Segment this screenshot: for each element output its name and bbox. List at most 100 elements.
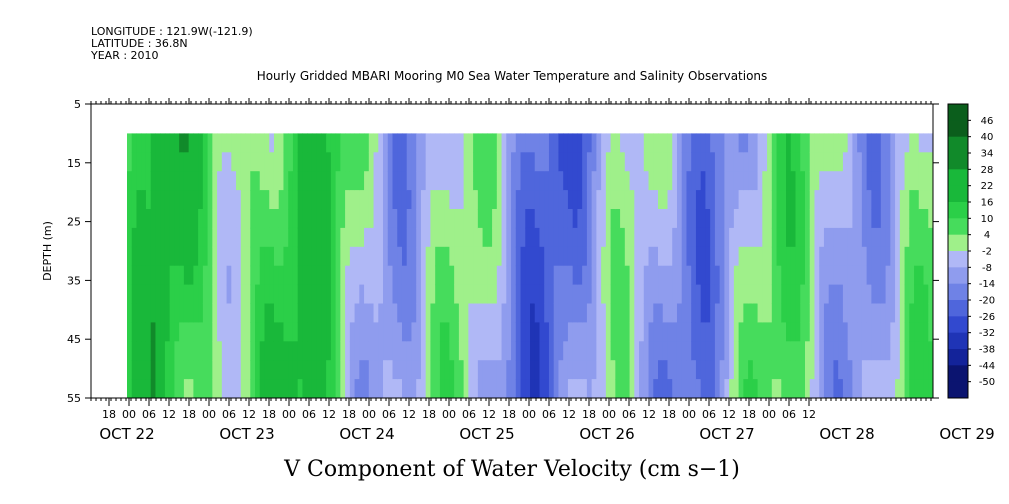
colorbar-label: -8 xyxy=(982,263,992,274)
heatmap-cell xyxy=(420,152,427,172)
heatmap-cell xyxy=(231,303,237,323)
heatmap-cell xyxy=(923,360,929,380)
heatmap-cell xyxy=(842,265,849,286)
heatmap-cell xyxy=(179,209,185,229)
heatmap-cell xyxy=(155,360,161,380)
heatmap-cell xyxy=(183,246,190,267)
heatmap-cell xyxy=(653,246,659,267)
heatmap-cell xyxy=(477,152,484,172)
heatmap-cell xyxy=(292,171,299,191)
heatmap-cell xyxy=(278,190,284,210)
longitude-label: LONGITUDE : 121.9W(-121.9) xyxy=(91,25,253,38)
heatmap-cell xyxy=(511,284,517,304)
heatmap-cell xyxy=(444,341,450,361)
heatmap-cell xyxy=(771,152,778,172)
heatmap-cell xyxy=(610,379,616,399)
heatmap-cell xyxy=(373,265,379,286)
heatmap-cell xyxy=(525,227,531,248)
heatmap-cell xyxy=(198,171,204,191)
heatmap-cell xyxy=(923,265,929,286)
heatmap-cell xyxy=(895,379,901,399)
heatmap-cell xyxy=(828,284,834,304)
heatmap-cell xyxy=(212,171,218,191)
heatmap-cell xyxy=(539,284,545,304)
heatmap-cell xyxy=(530,341,536,361)
heatmap-cell xyxy=(719,303,725,323)
heatmap-cell xyxy=(316,246,322,267)
heatmap-cell xyxy=(217,152,223,172)
heatmap-cell xyxy=(530,152,536,172)
heatmap-cell xyxy=(719,227,725,248)
heatmap-cell xyxy=(786,341,792,361)
heatmap-cell xyxy=(895,341,901,361)
heatmap-cell xyxy=(340,360,346,380)
heatmap-cell xyxy=(871,303,877,323)
heatmap-cell xyxy=(202,360,209,380)
heatmap-cell xyxy=(558,284,564,304)
heatmap-cell xyxy=(155,152,161,172)
heatmap-cell xyxy=(401,171,408,191)
heatmap-cell xyxy=(496,284,503,304)
heatmap-cell xyxy=(487,360,493,380)
heatmap-cell xyxy=(449,152,455,172)
heatmap-cell xyxy=(895,152,901,172)
heatmap-cell xyxy=(193,171,199,191)
colorbar-band xyxy=(948,136,968,154)
heatmap-cell xyxy=(136,209,142,229)
heatmap-cell xyxy=(838,303,844,323)
heatmap-cell xyxy=(335,227,341,248)
heatmap-cell xyxy=(871,190,877,210)
heatmap-cell xyxy=(236,152,242,172)
heatmap-cell xyxy=(316,379,322,399)
heatmap-cell xyxy=(705,246,711,267)
heatmap-cell xyxy=(876,341,882,361)
heatmap-cell xyxy=(548,341,555,361)
heatmap-cell xyxy=(278,303,284,323)
heatmap-cell xyxy=(809,341,815,361)
heatmap-cell xyxy=(525,171,531,191)
heatmap-cell xyxy=(416,246,422,267)
heatmap-cell xyxy=(653,303,659,323)
heatmap-cell xyxy=(141,190,147,210)
heatmap-cell xyxy=(653,152,659,172)
heatmap-cell xyxy=(857,284,863,304)
heatmap-cell xyxy=(193,341,199,361)
heatmap-cell xyxy=(207,322,213,342)
heatmap-cell xyxy=(340,209,346,229)
heatmap-cell xyxy=(231,209,237,229)
heatmap-cell xyxy=(226,322,232,342)
heatmap-cell xyxy=(743,303,749,323)
heatmap-cell xyxy=(468,360,474,380)
x-tick-label: 12 xyxy=(642,408,656,421)
heatmap-cell xyxy=(278,284,284,304)
heatmap-cell xyxy=(899,303,906,323)
heatmap-cell xyxy=(326,322,332,342)
heatmap-cell xyxy=(435,209,441,229)
heatmap-cell xyxy=(857,227,863,248)
heatmap-cell xyxy=(871,133,877,153)
heatmap-cell xyxy=(387,152,393,172)
heatmap-cell xyxy=(473,379,479,399)
heatmap-cell xyxy=(842,227,849,248)
heatmap-cell xyxy=(762,265,768,286)
heatmap-cell xyxy=(264,284,270,304)
heatmap-cell xyxy=(278,209,284,229)
heatmap-cell xyxy=(349,171,356,191)
heatmap-cell xyxy=(259,171,265,191)
heatmap-cell xyxy=(558,303,564,323)
heatmap-cell xyxy=(387,227,393,248)
heatmap-cell xyxy=(577,322,583,342)
heatmap-cell xyxy=(202,284,209,304)
heatmap-cell xyxy=(624,190,631,210)
heatmap-cell xyxy=(838,227,844,248)
heatmap-cell xyxy=(904,265,910,286)
heatmap-cell xyxy=(307,133,313,153)
heatmap-cell xyxy=(226,152,232,172)
heatmap-cell xyxy=(691,341,697,361)
heatmap-cell xyxy=(501,303,507,323)
heatmap-cell xyxy=(482,171,488,191)
heatmap-cell xyxy=(842,152,849,172)
heatmap-cell xyxy=(771,265,778,286)
heatmap-cell xyxy=(240,227,247,248)
heatmap-cell xyxy=(786,284,792,304)
